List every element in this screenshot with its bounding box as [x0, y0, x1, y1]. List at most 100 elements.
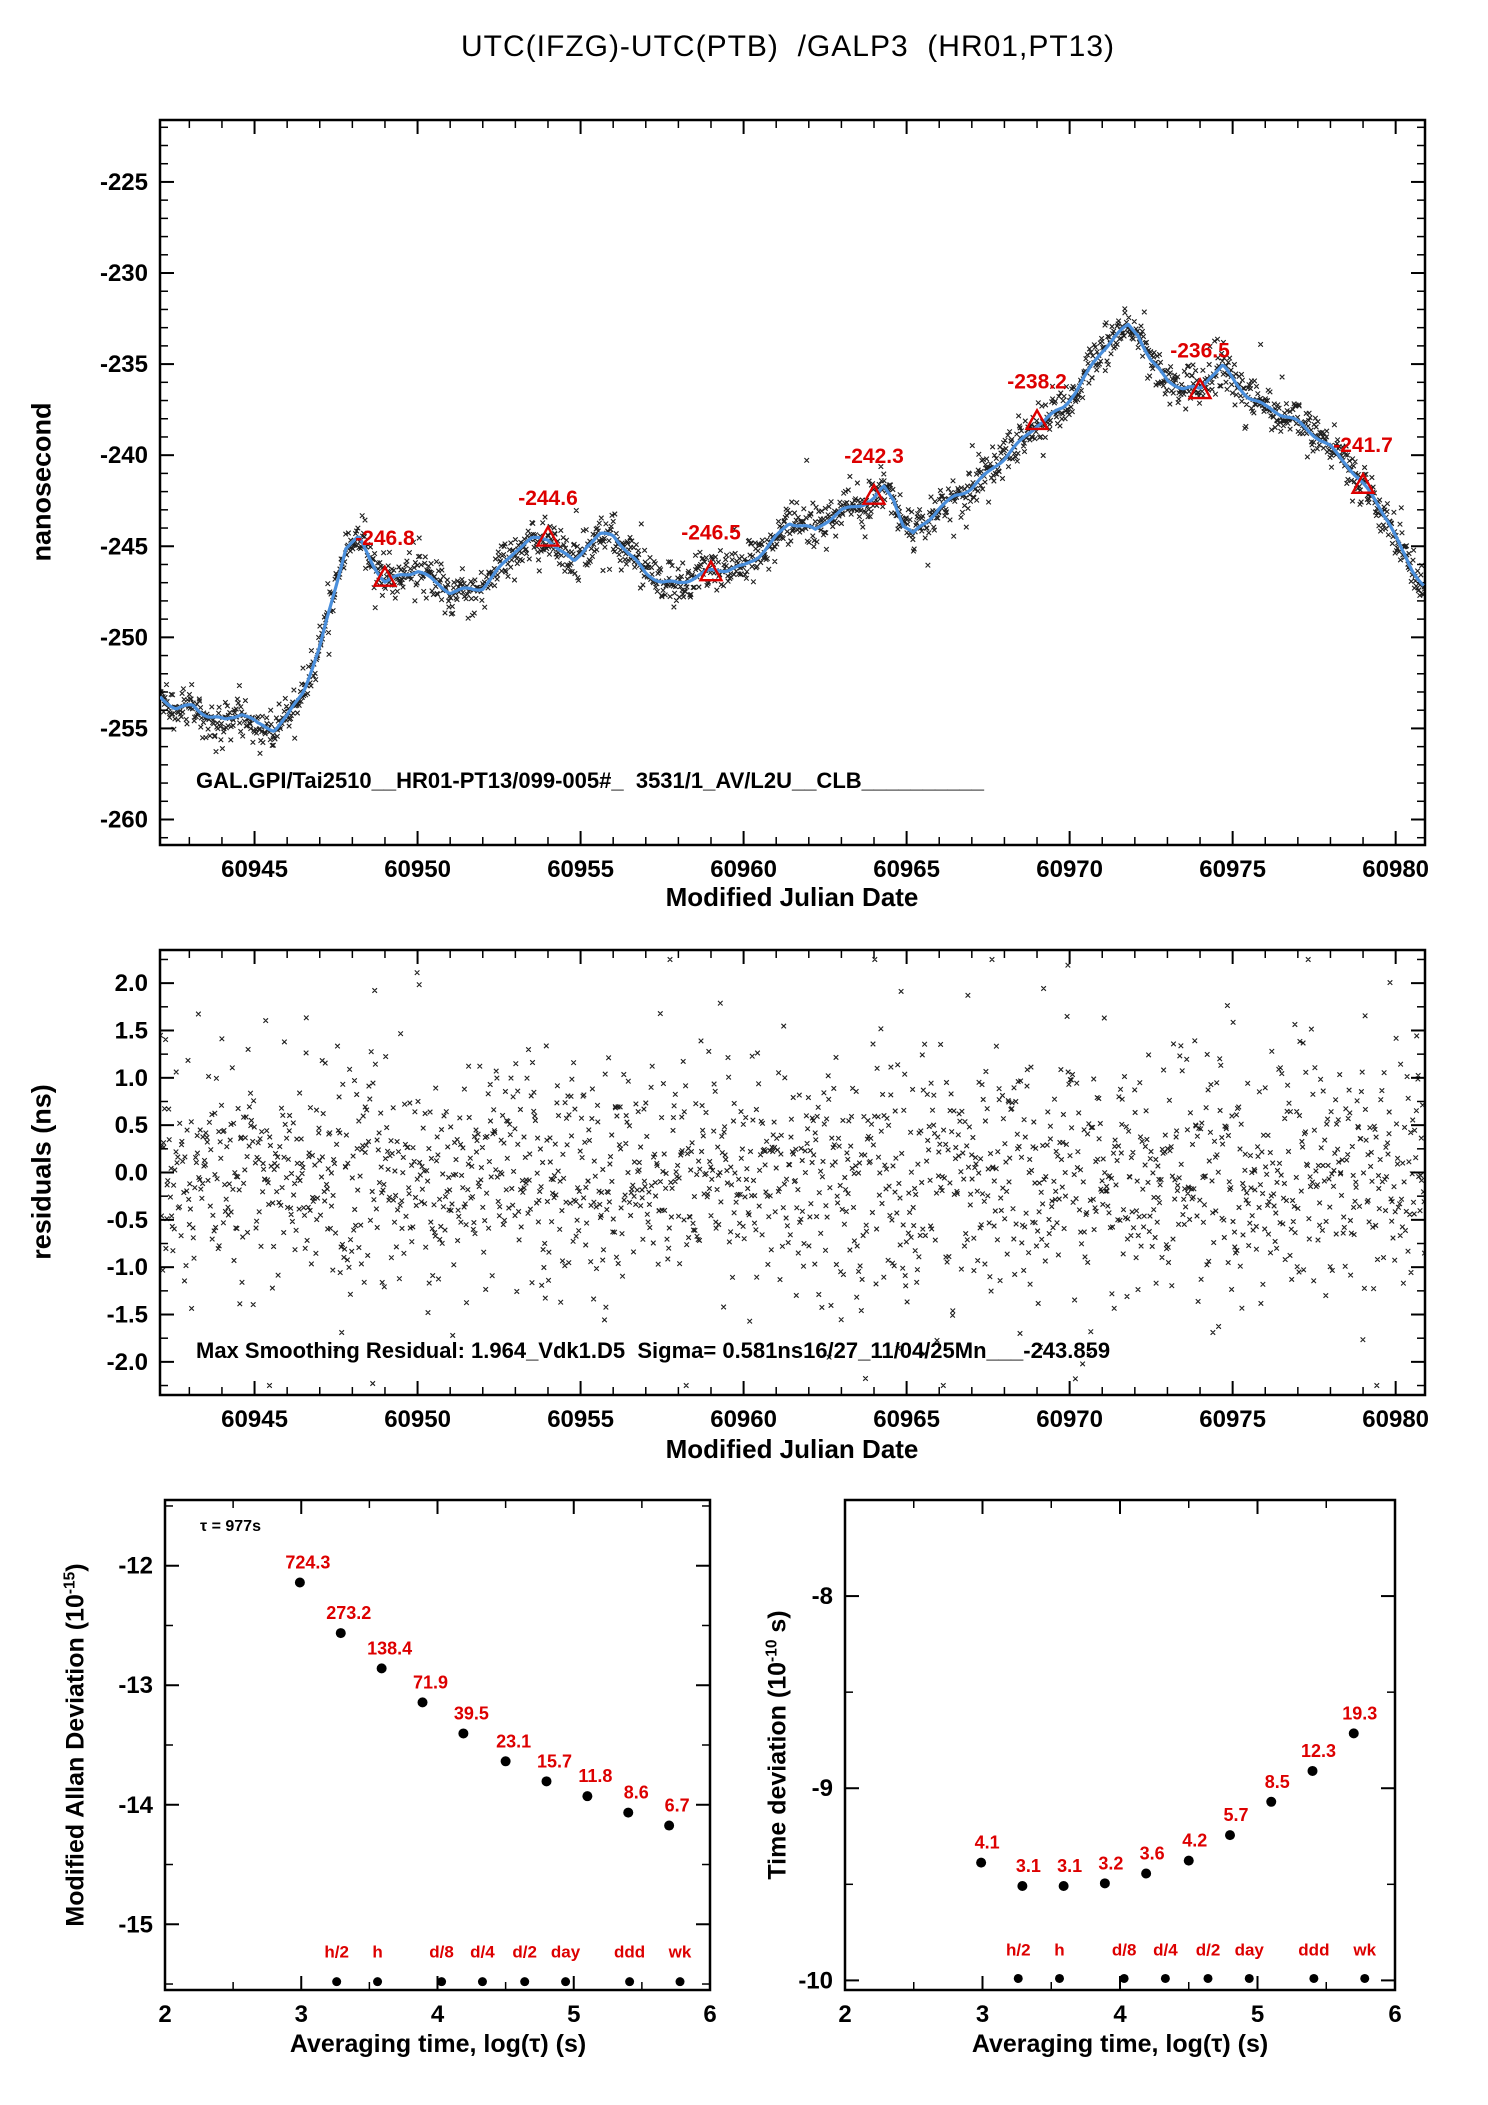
svg-text:h/2: h/2 [324, 1943, 349, 1962]
svg-text:60945: 60945 [221, 1406, 288, 1433]
svg-text:1.5: 1.5 [115, 1017, 148, 1044]
svg-text:6.7: 6.7 [665, 1796, 690, 1816]
svg-text:4: 4 [431, 2001, 445, 2028]
svg-text:0.5: 0.5 [115, 1112, 148, 1139]
svg-text:23.1: 23.1 [496, 1731, 531, 1751]
svg-text:-240: -240 [100, 442, 148, 469]
tdev-axes: 2 3 4 5 6 -8 -9 -10 [798, 1498, 1402, 2028]
tdev-x-axis-label: Averaging time, log(τ) (s) [971, 2030, 1269, 2058]
mdev-y-label-exponent: -15 [61, 1571, 79, 1595]
svg-text:60955: 60955 [547, 1406, 614, 1433]
svg-text:60980: 60980 [1362, 856, 1429, 883]
tai-epoch-markers: -246.8 -244.6 -246.5 -242.3 -238.2 -236.5 -241… [355, 339, 1393, 587]
svg-text:19.3: 19.3 [1342, 1703, 1377, 1723]
svg-text:wk: wk [668, 1943, 692, 1962]
svg-text:15.7: 15.7 [537, 1751, 572, 1771]
svg-text:d/2: d/2 [1196, 1940, 1221, 1959]
svg-text:138.4: 138.4 [367, 1638, 412, 1658]
svg-text:11.8: 11.8 [578, 1766, 612, 1786]
svg-text:273.2: 273.2 [326, 1603, 371, 1623]
svg-text:60970: 60970 [1036, 1406, 1103, 1433]
svg-text:-242.3: -242.3 [844, 445, 904, 468]
svg-text:60970: 60970 [1036, 856, 1103, 883]
mdev-y-label-pre: Modified Allan Deviation (10 [61, 1594, 90, 1927]
svg-text:ddd: ddd [614, 1943, 645, 1962]
svg-text:-246.5: -246.5 [681, 522, 741, 545]
tau-note: τ = 977s [200, 1518, 261, 1535]
svg-text:d/4: d/4 [470, 1943, 495, 1962]
svg-text:-236.5: -236.5 [1170, 339, 1230, 362]
svg-text:-9: -9 [812, 1775, 833, 1802]
residuals-axes: 60945 60950 60955 60960 60965 60970 60975 60980… [107, 948, 1429, 1433]
svg-text:5.7: 5.7 [1223, 1805, 1248, 1825]
svg-text:724.3: 724.3 [285, 1552, 330, 1572]
svg-text:8.6: 8.6 [624, 1783, 649, 1803]
mdev-points: 724.3 273.2 138.471.9 39.5 23.1 15.7 11.8 8.6 6.… [285, 1552, 690, 1831]
svg-text:d/2: d/2 [512, 1943, 537, 1962]
svg-text:-1.0: -1.0 [107, 1254, 148, 1281]
timeseries-x-axis-label: Modified Julian Date [665, 882, 919, 912]
svg-text:6: 6 [1388, 2001, 1401, 2028]
mdev-duration-marks: h/2 h d/8 d/4 d/2 day ddd wk [324, 1943, 692, 1987]
svg-text:5: 5 [1251, 2001, 1264, 2028]
timeseries-axes: 60945 60950 60955 60960 60965 60970 60975 60980… [100, 118, 1429, 883]
svg-text:h/2: h/2 [1006, 1940, 1031, 1959]
svg-text:-15: -15 [118, 1911, 153, 1938]
svg-text:-245: -245 [100, 533, 148, 560]
svg-text:1.0: 1.0 [115, 1065, 148, 1092]
svg-text:-1.5: -1.5 [107, 1302, 148, 1329]
svg-text:d/8: d/8 [1112, 1940, 1137, 1959]
svg-text:-225: -225 [100, 169, 148, 196]
svg-text:12.3: 12.3 [1301, 1741, 1336, 1761]
timeseries-annotation: GAL.GPI/Tai2510__HR01-PT13/099-005#_ 353… [196, 768, 984, 793]
mdev-x-axis-label: Averaging time, log(τ) (s) [289, 2030, 587, 2058]
svg-text:-244.6: -244.6 [518, 487, 578, 510]
svg-text:60975: 60975 [1199, 856, 1266, 883]
residuals-annotation: Max Smoothing Residual: 1.964_Vdk1.D5 Si… [196, 1338, 1111, 1363]
svg-text:d/8: d/8 [429, 1943, 454, 1962]
svg-text:4.2: 4.2 [1182, 1831, 1207, 1851]
svg-text:60965: 60965 [873, 856, 940, 883]
svg-text:-246.8: -246.8 [355, 527, 415, 550]
svg-text:60960: 60960 [710, 1406, 777, 1433]
svg-text:60945: 60945 [221, 856, 288, 883]
svg-text:h: h [1054, 1940, 1064, 1959]
svg-text:day: day [551, 1943, 581, 1962]
svg-text:-10: -10 [798, 1967, 833, 1994]
svg-text:3.1: 3.1 [1016, 1856, 1041, 1876]
svg-text:-12: -12 [118, 1553, 153, 1580]
chart-title: UTC(IFZG)-UTC(PTB) /GALP3 (HR01,PT13) [460, 30, 1116, 63]
svg-text:-238.2: -238.2 [1007, 370, 1067, 393]
tdev-y-label-exponent: -10 [763, 1639, 781, 1662]
svg-text:6: 6 [703, 2001, 716, 2028]
svg-text:2: 2 [838, 2001, 851, 2028]
svg-text:2: 2 [158, 2001, 171, 2028]
svg-text:-241.7: -241.7 [1333, 434, 1393, 457]
svg-text:60960: 60960 [710, 856, 777, 883]
tdev-y-label-pre: Time deviation (10 [763, 1661, 792, 1880]
mdev-axes: 2 3 4 5 6 -12 -13 -14 -15 [118, 1498, 717, 2028]
svg-text:d/4: d/4 [1153, 1940, 1178, 1959]
svg-text:-13: -13 [118, 1672, 153, 1699]
svg-text:71.9: 71.9 [413, 1672, 448, 1692]
svg-text:4.1: 4.1 [975, 1833, 1000, 1853]
svg-text:60955: 60955 [547, 856, 614, 883]
svg-text:60980: 60980 [1362, 1406, 1429, 1433]
svg-text:3: 3 [295, 2001, 308, 2028]
svg-text:8.5: 8.5 [1265, 1772, 1290, 1792]
svg-text:3.2: 3.2 [1098, 1853, 1123, 1873]
tdev-points: 4.1 3.1 3.1 3.2 3.6 4.2 5.7 8.5 12.3 19.3 [975, 1703, 1377, 1891]
tdev-y-label-post: s) [763, 1610, 792, 1640]
svg-text:5: 5 [567, 2001, 580, 2028]
svg-text:60950: 60950 [384, 856, 451, 883]
residuals-x-axis-label: Modified Julian Date [665, 1434, 919, 1464]
svg-text:60975: 60975 [1199, 1406, 1266, 1433]
svg-text:h: h [372, 1943, 382, 1962]
svg-text:3: 3 [976, 2001, 989, 2028]
svg-text:0.0: 0.0 [115, 1160, 148, 1187]
svg-text:3.6: 3.6 [1140, 1843, 1165, 1863]
svg-text:-14: -14 [118, 1792, 153, 1819]
svg-text:2.0: 2.0 [115, 970, 148, 997]
